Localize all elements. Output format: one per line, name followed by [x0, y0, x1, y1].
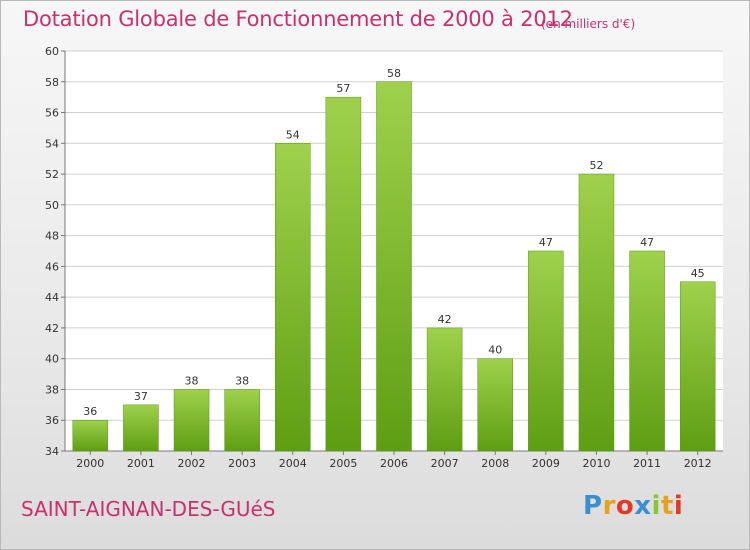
y-tick-label: 48	[45, 230, 59, 243]
x-tick-label: 2007	[431, 457, 459, 470]
bar	[426, 327, 463, 452]
bar	[275, 143, 311, 452]
x-tick-label: 2012	[684, 457, 712, 470]
bar	[173, 389, 210, 452]
bar	[72, 419, 109, 452]
x-tick-label: 2000	[76, 457, 104, 470]
data-label: 36	[83, 405, 97, 418]
logo-letter: x	[634, 491, 652, 521]
bar	[123, 404, 159, 452]
data-label: 47	[539, 236, 553, 249]
proxiti-logo[interactable]: Proxiti	[583, 491, 683, 521]
y-tick-label: 36	[45, 414, 59, 427]
x-tick-label: 2006	[380, 457, 408, 470]
commune-name: SAINT-AIGNAN-DES-GUéS	[21, 497, 276, 521]
y-tick-label: 56	[45, 107, 59, 120]
bar	[679, 281, 716, 452]
x-tick-label: 2009	[532, 457, 560, 470]
bar	[528, 250, 564, 452]
x-tick-label: 2004	[279, 457, 307, 470]
y-tick-label: 34	[45, 445, 59, 458]
logo-letter: o	[615, 491, 635, 521]
data-label: 37	[134, 390, 148, 403]
bar	[325, 96, 362, 452]
x-tick-label: 2011	[633, 457, 661, 470]
data-label: 52	[589, 159, 603, 172]
data-label: 42	[438, 313, 452, 326]
x-tick-label: 2001	[127, 457, 155, 470]
y-tick-label: 46	[45, 260, 59, 273]
data-label: 47	[640, 236, 654, 249]
x-tick-label: 2002	[178, 457, 206, 470]
unit-label: (en milliers d'€)	[541, 17, 636, 31]
logo-letter: P	[583, 491, 603, 521]
y-tick-label: 42	[45, 322, 59, 335]
bar	[477, 358, 513, 452]
y-tick-label: 40	[45, 353, 59, 366]
x-tick-label: 2008	[481, 457, 509, 470]
bar	[376, 81, 412, 452]
y-tick-label: 54	[45, 137, 59, 150]
y-tick-label: 50	[45, 199, 59, 212]
bar	[224, 389, 260, 452]
data-label: 38	[185, 374, 199, 387]
x-tick-label: 2005	[329, 457, 357, 470]
logo-letter: i	[651, 491, 661, 521]
y-tick-label: 38	[45, 383, 59, 396]
bar	[578, 173, 615, 452]
y-tick-label: 52	[45, 168, 59, 181]
x-tick-label: 2010	[582, 457, 610, 470]
logo-letter: r	[602, 491, 616, 521]
data-label: 40	[488, 344, 502, 357]
data-label: 38	[235, 374, 249, 387]
y-tick-label: 60	[45, 45, 59, 58]
data-label: 54	[286, 128, 300, 141]
x-tick-label: 2003	[228, 457, 256, 470]
chart-title: Dotation Globale de Fonctionnement de 20…	[23, 7, 573, 31]
data-label: 58	[387, 67, 401, 80]
logo-letter: i	[673, 491, 684, 521]
y-tick-label: 58	[45, 76, 59, 89]
bar	[629, 250, 665, 452]
logo-letter: t	[660, 491, 674, 521]
data-label: 45	[691, 267, 705, 280]
data-label: 57	[336, 82, 350, 95]
y-tick-label: 44	[45, 291, 59, 304]
